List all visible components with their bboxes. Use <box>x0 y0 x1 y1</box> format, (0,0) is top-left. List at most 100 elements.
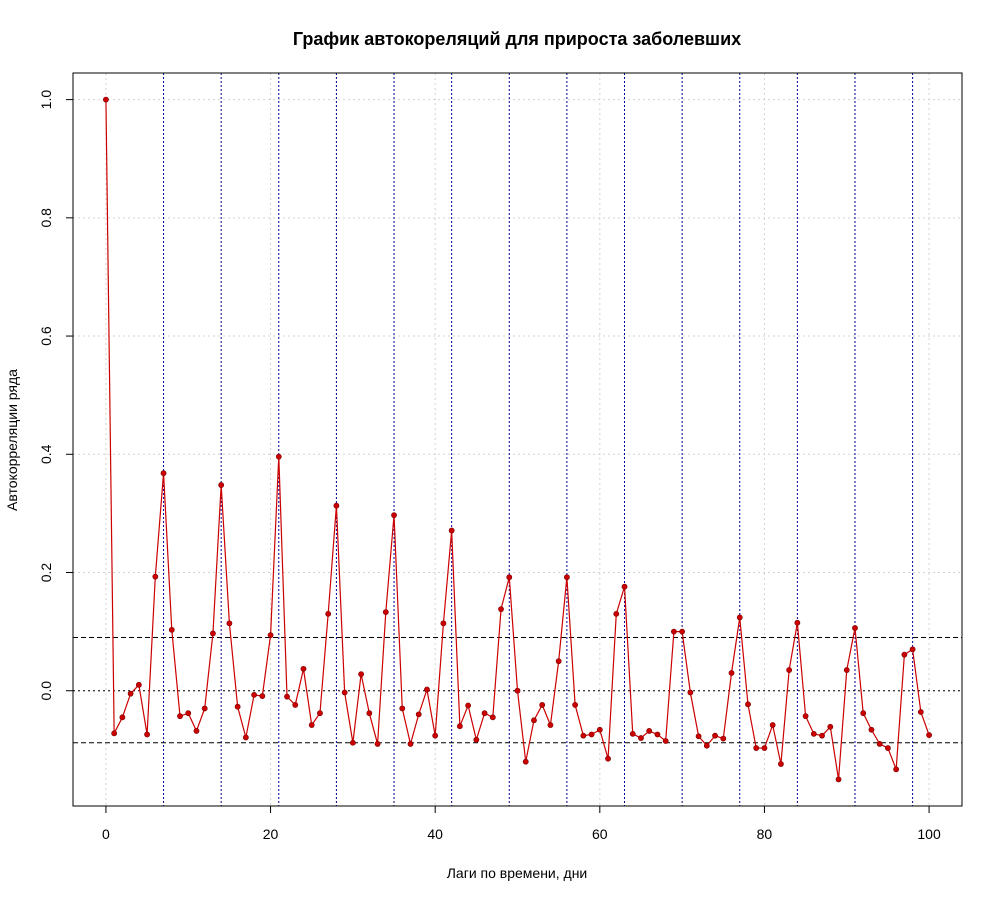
data-point <box>292 702 299 708</box>
data-point <box>415 711 422 718</box>
data-point <box>111 730 118 737</box>
data-point <box>662 738 669 744</box>
data-point <box>852 625 858 631</box>
data-point <box>917 709 924 715</box>
data-point <box>242 734 249 741</box>
data-point <box>580 732 587 739</box>
data-point <box>810 730 817 737</box>
data-point <box>802 713 809 720</box>
x-tick-label: 40 <box>427 826 443 842</box>
data-point <box>695 733 702 740</box>
data-point <box>358 671 365 678</box>
data-point <box>893 766 900 773</box>
data-point <box>168 626 175 633</box>
data-point <box>605 755 611 762</box>
data-point <box>827 723 834 730</box>
data-point <box>135 681 142 688</box>
y-tick-label: 0.4 <box>38 444 54 464</box>
y-axis: 0.0 0.2 0.4 0.6 0.8 1.0 <box>38 90 74 700</box>
y-tick-label: 1.0 <box>38 90 54 110</box>
data-point <box>267 632 274 639</box>
data-point <box>835 776 842 783</box>
data-point <box>210 630 216 637</box>
data-point <box>366 710 373 717</box>
data-point <box>736 614 743 621</box>
series-layer <box>103 96 932 783</box>
data-point <box>547 722 554 728</box>
data-point <box>259 693 266 699</box>
data-point <box>514 687 521 694</box>
data-point <box>119 714 126 721</box>
data-point <box>588 731 595 738</box>
data-point <box>753 745 760 751</box>
data-point <box>160 470 167 477</box>
data-point <box>465 702 472 709</box>
data-point <box>481 710 488 717</box>
data-point <box>284 693 290 700</box>
data-point <box>522 758 529 765</box>
data-point <box>563 574 570 581</box>
data-point <box>786 667 793 673</box>
data-point <box>201 705 208 712</box>
data-point <box>432 732 439 739</box>
data-point <box>868 726 875 733</box>
data-point <box>843 667 850 673</box>
data-point <box>218 482 225 488</box>
x-axis: 0 20 40 60 80 100 <box>102 805 941 842</box>
y-axis-label: Автокорреляции ряда <box>4 369 20 511</box>
data-point <box>341 689 348 696</box>
data-point <box>876 741 883 747</box>
data-point <box>679 628 686 635</box>
data-point <box>778 761 784 767</box>
data-point <box>531 717 537 724</box>
x-tick-label: 0 <box>102 826 110 842</box>
data-point <box>794 619 801 626</box>
data-point <box>144 731 150 738</box>
data-point <box>596 726 603 733</box>
data-point <box>654 731 661 738</box>
y-tick-label: 0.6 <box>38 326 54 346</box>
data-point <box>555 658 562 665</box>
data-point <box>103 96 109 103</box>
data-point <box>424 686 430 693</box>
x-axis-label: Лаги по времени, дни <box>447 865 588 881</box>
data-point <box>448 527 455 534</box>
data-point <box>399 705 406 712</box>
data-point <box>407 741 414 747</box>
data-point <box>687 689 694 696</box>
reference-lines-layer <box>73 637 962 744</box>
data-point <box>646 728 653 734</box>
data-point <box>703 742 710 749</box>
data-point <box>885 745 891 751</box>
data-point <box>745 701 751 708</box>
chart-title: График автокореляций для прироста заболе… <box>293 29 741 49</box>
data-point <box>185 710 192 717</box>
data-point <box>127 690 134 697</box>
data-point <box>769 722 776 728</box>
data-point <box>926 732 932 738</box>
data-point <box>909 646 916 653</box>
data-point <box>728 670 735 676</box>
data-point <box>308 722 315 728</box>
y-tick-label: 0.8 <box>38 208 54 228</box>
data-point <box>506 574 513 581</box>
data-point <box>193 728 200 734</box>
data-point <box>177 713 183 720</box>
data-point <box>349 739 356 746</box>
x-tick-label: 80 <box>757 826 773 842</box>
data-point <box>712 732 718 739</box>
data-point <box>629 730 636 737</box>
data-point <box>473 736 480 743</box>
x-tick-label: 20 <box>263 826 279 842</box>
y-tick-label: 0.2 <box>38 563 54 583</box>
data-point <box>374 741 381 747</box>
data-point <box>539 702 546 708</box>
data-point <box>456 723 463 730</box>
x-tick-label: 100 <box>917 826 941 842</box>
x-tick-label: 60 <box>592 826 608 842</box>
data-point <box>440 620 447 627</box>
data-point <box>572 702 579 708</box>
data-point <box>621 583 628 590</box>
